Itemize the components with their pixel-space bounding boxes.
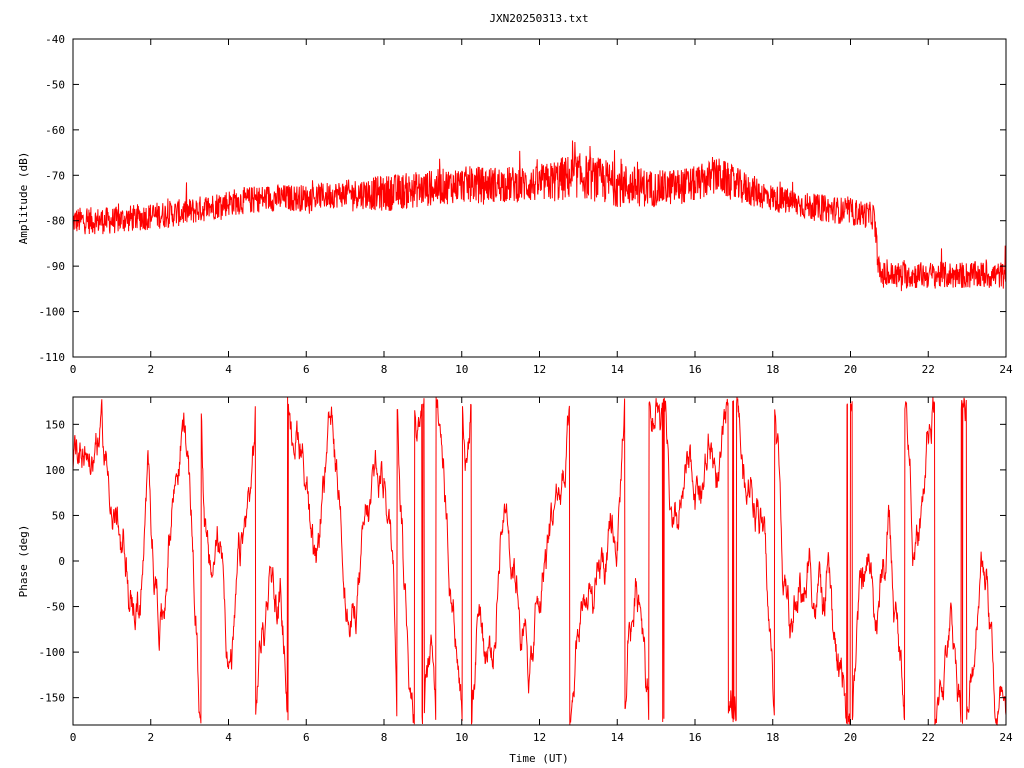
y-tick-label: -100 bbox=[39, 646, 66, 659]
x-tick-label: 14 bbox=[611, 363, 625, 376]
y-tick-label: -50 bbox=[45, 78, 65, 91]
x-tick-label: 8 bbox=[381, 731, 388, 744]
x-tick-label: 16 bbox=[688, 363, 701, 376]
x-tick-label: 4 bbox=[225, 731, 232, 744]
amplitude-y-ticks: -40 -50 -60 -70 -80 -90 -100 -110 bbox=[39, 33, 1006, 364]
chart-title: JXN20250313.txt bbox=[489, 12, 588, 25]
amplitude-trace bbox=[72, 140, 1007, 292]
y-tick-label: 150 bbox=[45, 418, 65, 431]
x-tick-label: 16 bbox=[688, 731, 701, 744]
phase-plot-frame bbox=[72, 396, 1007, 726]
x-tick-label: 6 bbox=[303, 731, 310, 744]
x-tick-label: 22 bbox=[922, 731, 935, 744]
y-tick-label: -90 bbox=[45, 260, 65, 273]
amplitude-x-ticks: 0 2 4 6 8 10 12 14 16 18 20 22 24 bbox=[70, 39, 1013, 376]
x-tick-label: 8 bbox=[381, 363, 388, 376]
x-tick-label: 24 bbox=[999, 363, 1013, 376]
y-tick-label: -80 bbox=[45, 215, 65, 228]
x-tick-label: 12 bbox=[533, 731, 546, 744]
y-tick-label: 0 bbox=[58, 555, 65, 568]
x-tick-label: 14 bbox=[611, 731, 625, 744]
x-tick-label: 20 bbox=[844, 731, 857, 744]
phase-series-line bbox=[72, 396, 1007, 726]
phase-x-ticks: 0 2 4 6 8 10 12 14 16 18 20 22 24 bbox=[70, 397, 1013, 744]
x-tick-label: 4 bbox=[225, 363, 232, 376]
x-tick-label: 10 bbox=[455, 731, 468, 744]
amplitude-plot-frame bbox=[72, 38, 1007, 358]
y-tick-label: -40 bbox=[45, 33, 65, 46]
phase-y-ticks: 150 100 50 0 -50 -100 -150 bbox=[39, 418, 1006, 705]
x-tick-label: 2 bbox=[147, 731, 154, 744]
phase-y-axis-label: Phase (deg) bbox=[17, 525, 30, 598]
amplitude-series-line bbox=[72, 140, 1007, 292]
y-tick-label: -150 bbox=[39, 692, 66, 705]
x-tick-label: 12 bbox=[533, 363, 546, 376]
x-tick-label: 18 bbox=[766, 731, 779, 744]
amplitude-panel: -40-50-60-70-80-90-100-110 0 2 4 6 8 10 12 14 16… bbox=[17, 33, 1013, 376]
y-tick-label: -60 bbox=[45, 124, 65, 137]
y-tick-label: 50 bbox=[52, 509, 65, 522]
y-tick-label: 100 bbox=[45, 464, 65, 477]
amplitude-y-axis-label: Amplitude (dB) bbox=[17, 152, 30, 245]
x-tick-label: 6 bbox=[303, 363, 310, 376]
phase-trace bbox=[72, 396, 1007, 726]
x-tick-label: 0 bbox=[70, 363, 77, 376]
x-tick-label: 2 bbox=[147, 363, 154, 376]
x-tick-label: 18 bbox=[766, 363, 779, 376]
y-tick-label: -50 bbox=[45, 601, 65, 614]
y-tick-label: -110 bbox=[39, 351, 66, 364]
y-tick-label: -70 bbox=[45, 169, 65, 182]
x-axis-label: Time (UT) bbox=[509, 752, 569, 765]
x-tick-label: 24 bbox=[999, 731, 1013, 744]
y-tick-label: -100 bbox=[39, 306, 66, 319]
x-tick-label: 22 bbox=[922, 363, 935, 376]
x-tick-label: 20 bbox=[844, 363, 857, 376]
x-tick-label: 0 bbox=[70, 731, 77, 744]
x-tick-label: 10 bbox=[455, 363, 468, 376]
